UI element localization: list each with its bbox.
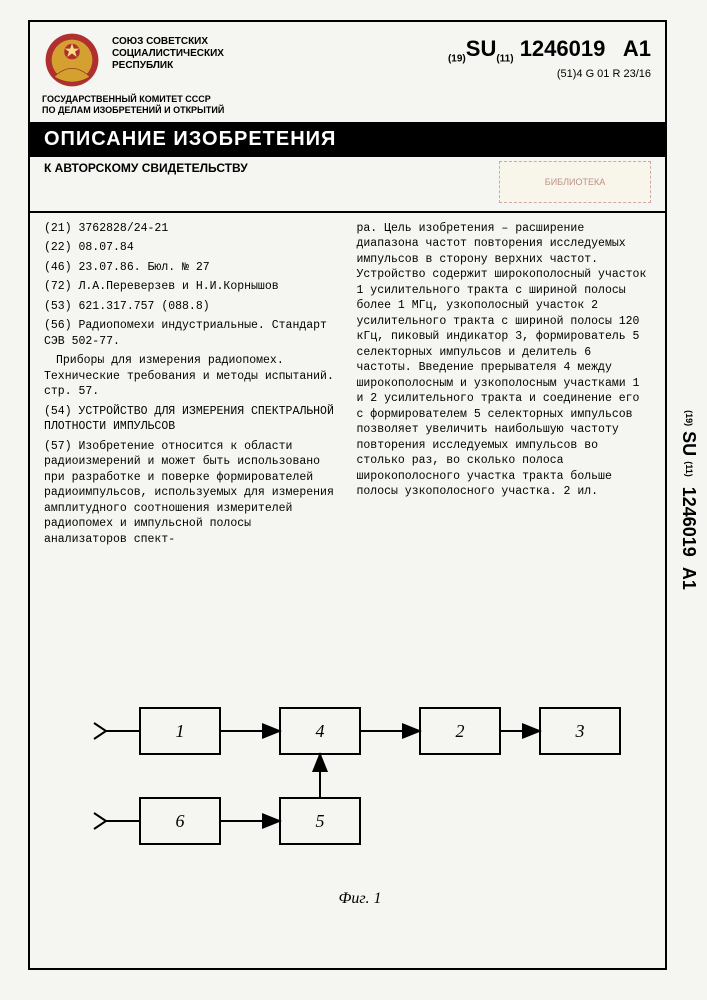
country-code: SU [466, 36, 497, 61]
prefix-19: (19) [448, 53, 466, 64]
svg-text:2: 2 [456, 721, 465, 741]
subtitle: К АВТОРСКОМУ СВИДЕТЕЛЬСТВУ [44, 161, 248, 175]
doc-number: 1246019 [520, 36, 606, 61]
field-46: (46) 23.07.86. Бюл. № 27 [44, 260, 339, 276]
field-57: (57) Изобретение относится к области рад… [44, 439, 339, 548]
svg-text:4: 4 [316, 721, 325, 741]
field-53: (53) 621.317.757 (088.8) [44, 299, 339, 315]
kind-code: A1 [623, 36, 651, 61]
figure-1: 1 4 2 3 6 5 Фиг. 1 [80, 688, 640, 908]
prefix-11: (11) [496, 53, 513, 64]
field-56b: Приборы для измерения радиопомех. Технич… [44, 353, 339, 400]
abstract-right: ра. Цель изобретения – расширение диапаз… [357, 221, 652, 552]
side-number: 1246019 [679, 487, 699, 557]
header-top: СОЮЗ СОВЕТСКИХ СОЦИАЛИСТИЧЕСКИХ РЕСПУБЛИ… [30, 22, 665, 94]
side-country: SU [679, 431, 699, 456]
block-diagram: 1 4 2 3 6 5 [80, 688, 640, 888]
side-11: (11) [684, 461, 694, 477]
svg-text:1: 1 [176, 721, 185, 741]
side-19: (19) [684, 410, 694, 426]
abstract-right-text: ра. Цель изобретения – расширение диапаз… [357, 221, 652, 500]
svg-text:3: 3 [575, 721, 585, 741]
side-label: (19) SU (11) 1246019 A1 [678, 410, 699, 590]
field-72: (72) Л.А.Переверзев и Н.И.Корнышов [44, 279, 339, 295]
committee-label: ГОСУДАРСТВЕННЫЙ КОМИТЕТ СССР ПО ДЕЛАМ ИЗ… [30, 94, 665, 122]
side-kind: A1 [679, 567, 699, 590]
page-border: СОЮЗ СОВЕТСКИХ СОЦИАЛИСТИЧЕСКИХ РЕСПУБЛИ… [28, 20, 667, 970]
republic-label: СОЮЗ СОВЕТСКИХ СОЦИАЛИСТИЧЕСКИХ РЕСПУБЛИ… [112, 36, 224, 72]
cls-prefix: (51)4 [557, 68, 583, 80]
ussr-emblem-icon [42, 30, 102, 90]
header: СОЮЗ СОВЕТСКИХ СОЦИАЛИСТИЧЕСКИХ РЕСПУБЛИ… [30, 22, 665, 213]
field-21: (21) 3762828/24-21 [44, 221, 339, 237]
classification: (51)4 G 01 R 23/16 [557, 68, 651, 80]
figure-caption: Фиг. 1 [80, 890, 640, 908]
title-band: ОПИСАНИЕ ИЗОБРЕТЕНИЯ [30, 122, 665, 157]
abstract: (21) 3762828/24-21 (22) 08.07.84 (46) 23… [30, 213, 665, 556]
svg-text:6: 6 [176, 811, 185, 831]
field-22: (22) 08.07.84 [44, 240, 339, 256]
library-stamp: БИБЛИОТЕКА [499, 161, 651, 203]
cls-code: G 01 R 23/16 [586, 68, 651, 80]
svg-text:5: 5 [316, 811, 325, 831]
abstract-left: (21) 3762828/24-21 (22) 08.07.84 (46) 23… [44, 221, 339, 552]
field-54: (54) УСТРОЙСТВО ДЛЯ ИЗМЕРЕНИЯ СПЕКТРАЛЬН… [44, 404, 339, 435]
subtitle-row: К АВТОРСКОМУ СВИДЕТЕЛЬСТВУ БИБЛИОТЕКА [30, 157, 665, 211]
page: СОЮЗ СОВЕТСКИХ СОЦИАЛИСТИЧЕСКИХ РЕСПУБЛИ… [0, 0, 707, 1000]
field-56: (56) Радиопомехи индустриальные. Стандар… [44, 318, 339, 349]
patent-number: (19)SU(11) 1246019 A1 [448, 36, 651, 64]
